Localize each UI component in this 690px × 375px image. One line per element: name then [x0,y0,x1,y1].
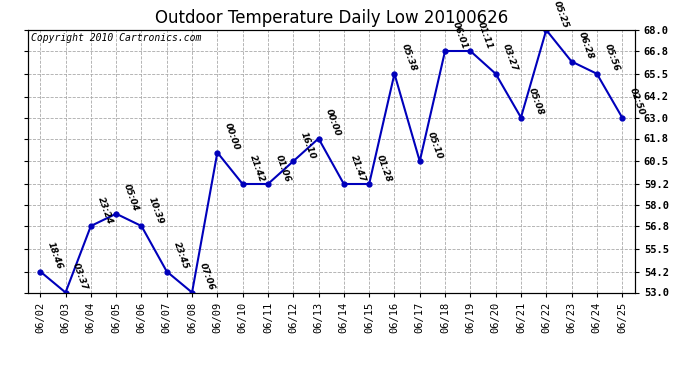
Text: 05:38: 05:38 [400,43,418,73]
Text: 01:11: 01:11 [476,20,494,50]
Text: 03:27: 03:27 [501,43,520,73]
Text: 05:04: 05:04 [121,183,140,213]
Text: 18:46: 18:46 [46,241,64,271]
Text: 06:28: 06:28 [577,31,595,61]
Text: 23:24: 23:24 [97,195,115,225]
Text: 03:37: 03:37 [71,262,89,292]
Text: 05:56: 05:56 [602,43,620,73]
Text: 10:39: 10:39 [147,195,165,225]
Title: Outdoor Temperature Daily Low 20100626: Outdoor Temperature Daily Low 20100626 [155,9,508,27]
Text: 21:42: 21:42 [248,153,266,183]
Text: 05:08: 05:08 [526,87,544,117]
Text: 00:00: 00:00 [223,122,241,152]
Text: 00:00: 00:00 [324,108,342,138]
Text: 05:25: 05:25 [552,0,570,29]
Text: 01:28: 01:28 [375,153,393,183]
Text: 07:06: 07:06 [197,262,216,292]
Text: 23:45: 23:45 [172,241,190,271]
Text: 21:47: 21:47 [349,153,368,183]
Text: 02:50: 02:50 [628,87,646,117]
Text: 06:01: 06:01 [451,20,469,50]
Text: Copyright 2010 Cartronics.com: Copyright 2010 Cartronics.com [30,33,201,43]
Text: 05:10: 05:10 [425,130,444,160]
Text: 01:06: 01:06 [273,153,292,183]
Text: 16:10: 16:10 [299,130,317,160]
